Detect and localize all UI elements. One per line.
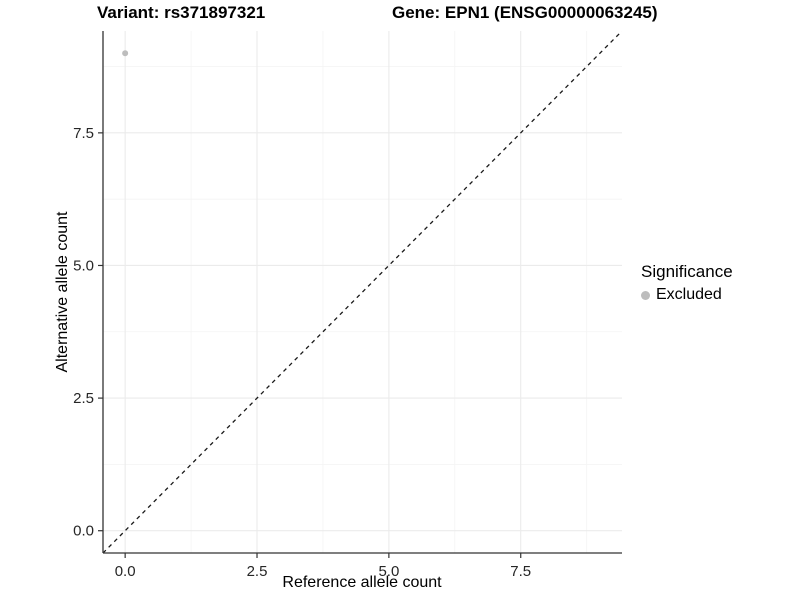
x-tick-label: 2.5 (247, 563, 268, 580)
legend-point-icon (641, 290, 650, 300)
y-tick-label: 0.0 (73, 523, 94, 540)
legend-entries: Excluded (641, 286, 733, 304)
y-tick-label: 5.0 (73, 257, 94, 274)
x-tick-label: 7.5 (510, 563, 531, 580)
legend-entry: Excluded (641, 286, 733, 304)
legend: Significance Excluded (641, 262, 733, 304)
plot-title-variant: Variant: rs371897321 (97, 3, 266, 22)
x-tick-label: 0.0 (115, 563, 136, 580)
identity-reference-line (103, 31, 622, 553)
y-tick-label: 2.5 (73, 390, 94, 407)
x-axis-title: Reference allele count (282, 574, 442, 591)
x-tick-label: 5.0 (378, 563, 399, 580)
legend-title: Significance (641, 262, 733, 281)
data-point (122, 50, 129, 57)
plot-title-gene: Gene: EPN1 (ENSG00000063245) (392, 3, 658, 22)
legend-entry-label: Excluded (656, 286, 722, 303)
y-tick-label: 7.5 (73, 125, 94, 142)
